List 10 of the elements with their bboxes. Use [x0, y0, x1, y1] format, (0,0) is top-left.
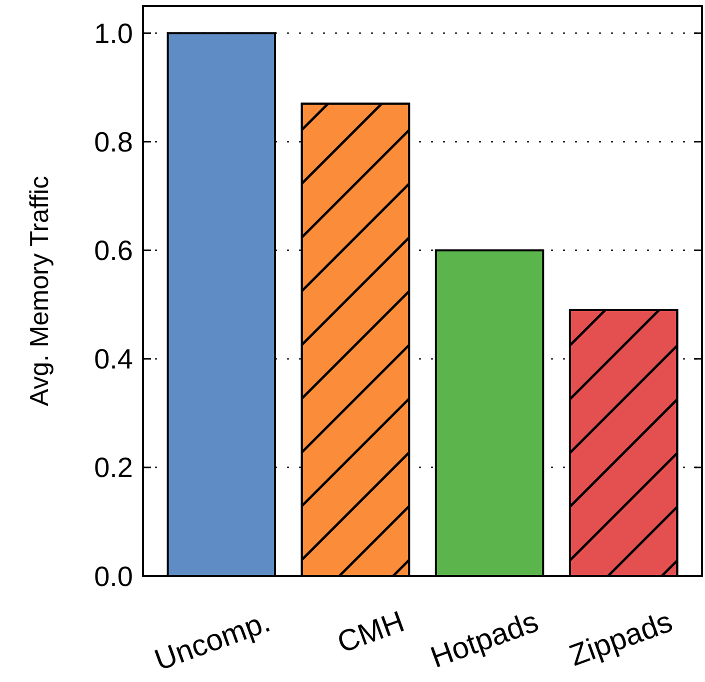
x-tick-label: Zippads — [565, 605, 677, 673]
y-tick-label: 0.2 — [94, 452, 133, 484]
y-tick-label: 0.8 — [94, 126, 133, 158]
x-tick-label: CMH — [333, 605, 409, 660]
y-axis-title: Avg. Memory Traffic — [24, 176, 54, 406]
x-tick-label: Uncomp. — [150, 605, 275, 678]
y-tick-label: 0.4 — [94, 344, 133, 375]
y-tick-label: 1.0 — [94, 18, 133, 49]
y-tick-label: 0.6 — [94, 235, 133, 266]
y-tick-label: 0.0 — [94, 560, 133, 592]
